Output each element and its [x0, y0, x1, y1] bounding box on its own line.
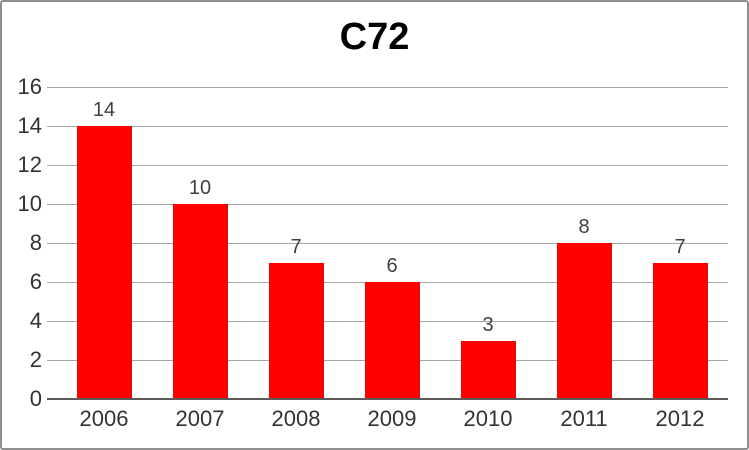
bar-2012 — [652, 262, 708, 399]
bar-2009 — [364, 282, 420, 399]
major-gridline — [47, 87, 728, 88]
y-tick-label: 10 — [17, 191, 42, 216]
major-gridline — [47, 165, 728, 166]
y-tick-label: 8 — [29, 230, 42, 255]
x-tick-label-2012: 2012 — [655, 406, 705, 431]
x-tick-label-2008: 2008 — [271, 406, 321, 431]
x-tick-label-2007: 2007 — [175, 406, 225, 431]
x-tick-label-2011: 2011 — [560, 406, 608, 431]
x-axis-line — [47, 398, 728, 400]
x-tick-label-2009: 2009 — [367, 406, 417, 431]
bar-data-label: 7 — [290, 235, 302, 258]
plot-area: 14 10 7 6 3 8 7 — [47, 87, 728, 400]
bar-data-label: 6 — [386, 255, 398, 277]
bar-data-label: 3 — [482, 313, 494, 336]
bar-2006 — [76, 126, 132, 399]
bar-data-label: 10 — [188, 177, 212, 199]
bar-data-label: 8 — [578, 216, 590, 238]
y-tick-label: 4 — [29, 308, 42, 333]
bar-2011 — [556, 243, 612, 399]
y-tick-label: 0 — [29, 386, 42, 411]
y-tick-label: 2 — [29, 347, 42, 372]
bar-2008 — [268, 262, 324, 399]
bar-data-label: 14 — [92, 99, 116, 121]
x-tick-label-2006: 2006 — [79, 406, 129, 431]
major-gridline — [47, 126, 728, 127]
major-gridline — [47, 204, 728, 205]
bar-data-label: 7 — [674, 235, 686, 258]
x-tick-label-2010: 2010 — [463, 406, 513, 431]
y-tick-label: 6 — [29, 269, 42, 294]
major-gridline — [47, 243, 728, 244]
y-tick-label: 12 — [17, 152, 42, 177]
y-tick-label: 16 — [17, 74, 42, 99]
y-tick-label: 14 — [17, 113, 42, 138]
chart-title: C72 — [339, 16, 410, 58]
bar-2007 — [172, 204, 228, 399]
bar-2010 — [460, 340, 516, 399]
